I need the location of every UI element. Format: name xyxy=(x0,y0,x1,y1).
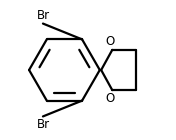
Text: O: O xyxy=(105,92,114,105)
Text: Br: Br xyxy=(36,118,49,130)
Text: O: O xyxy=(105,35,114,48)
Text: Br: Br xyxy=(36,10,49,22)
